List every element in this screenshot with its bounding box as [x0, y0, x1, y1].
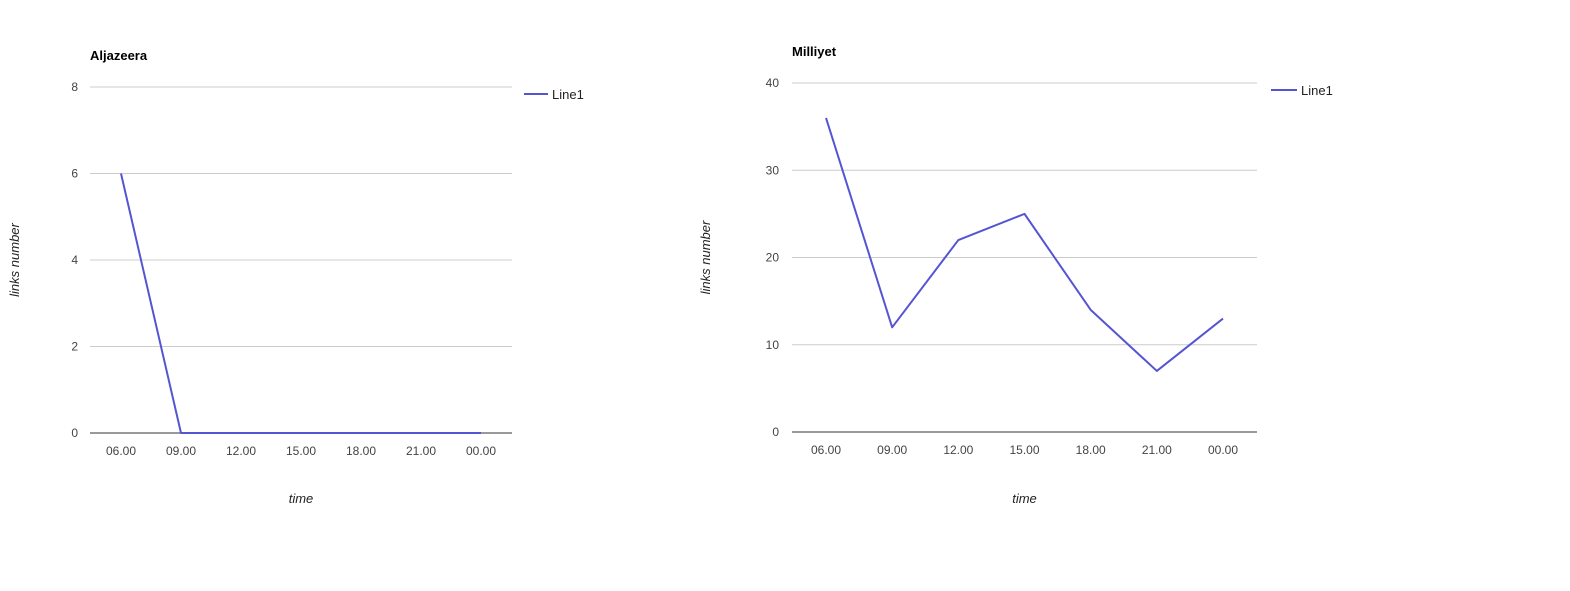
series-line: [120, 173, 481, 434]
x-tick-label: 12.00: [943, 443, 973, 457]
x-tick-label: 21.00: [1142, 443, 1172, 457]
x-tick-label: 15.00: [1009, 443, 1039, 457]
legend-label: Line1: [1301, 83, 1333, 98]
x-tick-label: 12.00: [226, 444, 256, 458]
x-tick-label: 09.00: [877, 443, 907, 457]
x-tick-label: 18.00: [346, 444, 376, 458]
chart-2: Milliyet 0 10 20 30 40 06.00 09.00 12.00 15.00 18.…: [698, 44, 1333, 506]
x-axis-label: time: [1012, 491, 1037, 506]
y-tick-label: 2: [71, 340, 78, 354]
y-tick-label: 6: [71, 167, 78, 181]
x-tick-label: 06.00: [811, 443, 841, 457]
x-tick-label: 21.00: [406, 444, 436, 458]
y-tick-label: 8: [71, 80, 78, 94]
chart-title: Aljazeera: [90, 48, 148, 63]
chart-1: Aljazeera 0 2 4 6 8 06.00 09.00 12.00 15.00 18.00 2…: [7, 48, 584, 506]
y-tick-label: 30: [766, 163, 780, 177]
x-tick-label: 00.00: [466, 444, 496, 458]
x-tick-label: 15.00: [286, 444, 316, 458]
chart-title: Milliyet: [792, 44, 837, 59]
x-tick-label: 18.00: [1076, 443, 1106, 457]
y-tick-label: 20: [766, 251, 780, 265]
legend-label: Line1: [552, 87, 584, 102]
y-axis-label: links number: [698, 220, 713, 294]
y-tick-label: 10: [766, 338, 780, 352]
y-tick-label: 40: [766, 76, 780, 90]
x-tick-label: 00.00: [1208, 443, 1238, 457]
y-axis-label: links number: [7, 222, 22, 296]
y-tick-label: 4: [71, 253, 78, 267]
series-line: [825, 117, 1224, 372]
y-tick-label: 0: [772, 425, 779, 439]
y-tick-label: 0: [71, 426, 78, 440]
x-axis-label: time: [289, 491, 314, 506]
x-tick-label: 06.00: [106, 444, 136, 458]
x-tick-label: 09.00: [166, 444, 196, 458]
